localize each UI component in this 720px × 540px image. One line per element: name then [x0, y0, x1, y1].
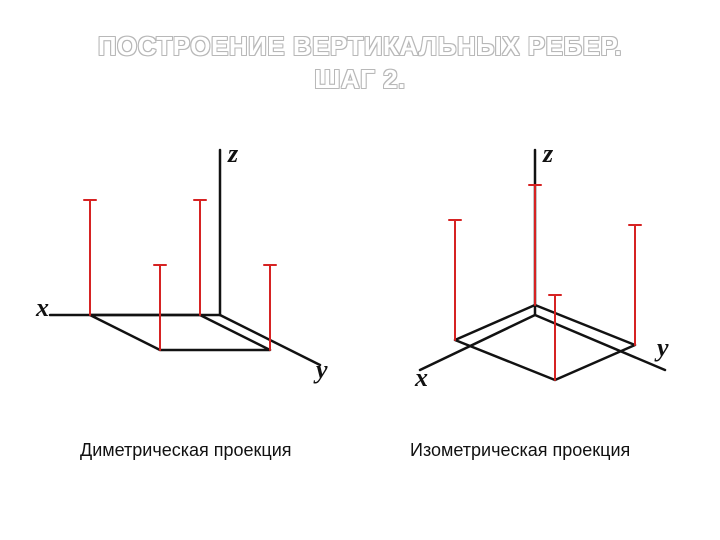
page: ПОСТРОЕНИЕ ВЕРТИКАЛЬНЫХ РЕБЕР. ШАГ 2. z …: [0, 0, 720, 540]
caption-isometric: Изометрическая проекция: [410, 440, 630, 461]
isometric-diagram: z x y: [385, 145, 705, 395]
dimetric-diagram: z x y: [30, 145, 350, 395]
axis-label-z: z: [543, 139, 553, 169]
title-line-2: ШАГ 2.: [0, 63, 720, 96]
axis-label-x: x: [36, 293, 49, 323]
axis-label-y: y: [657, 333, 669, 363]
title-line-1: ПОСТРОЕНИЕ ВЕРТИКАЛЬНЫХ РЕБЕР.: [0, 30, 720, 63]
axis-label-x: x: [415, 363, 428, 393]
caption-dimetric: Диметрическая проекция: [80, 440, 292, 461]
dimetric-svg: [30, 145, 350, 395]
axis-label-y: y: [316, 355, 328, 385]
axis-label-z: z: [228, 139, 238, 169]
page-title: ПОСТРОЕНИЕ ВЕРТИКАЛЬНЫХ РЕБЕР. ШАГ 2.: [0, 30, 720, 95]
